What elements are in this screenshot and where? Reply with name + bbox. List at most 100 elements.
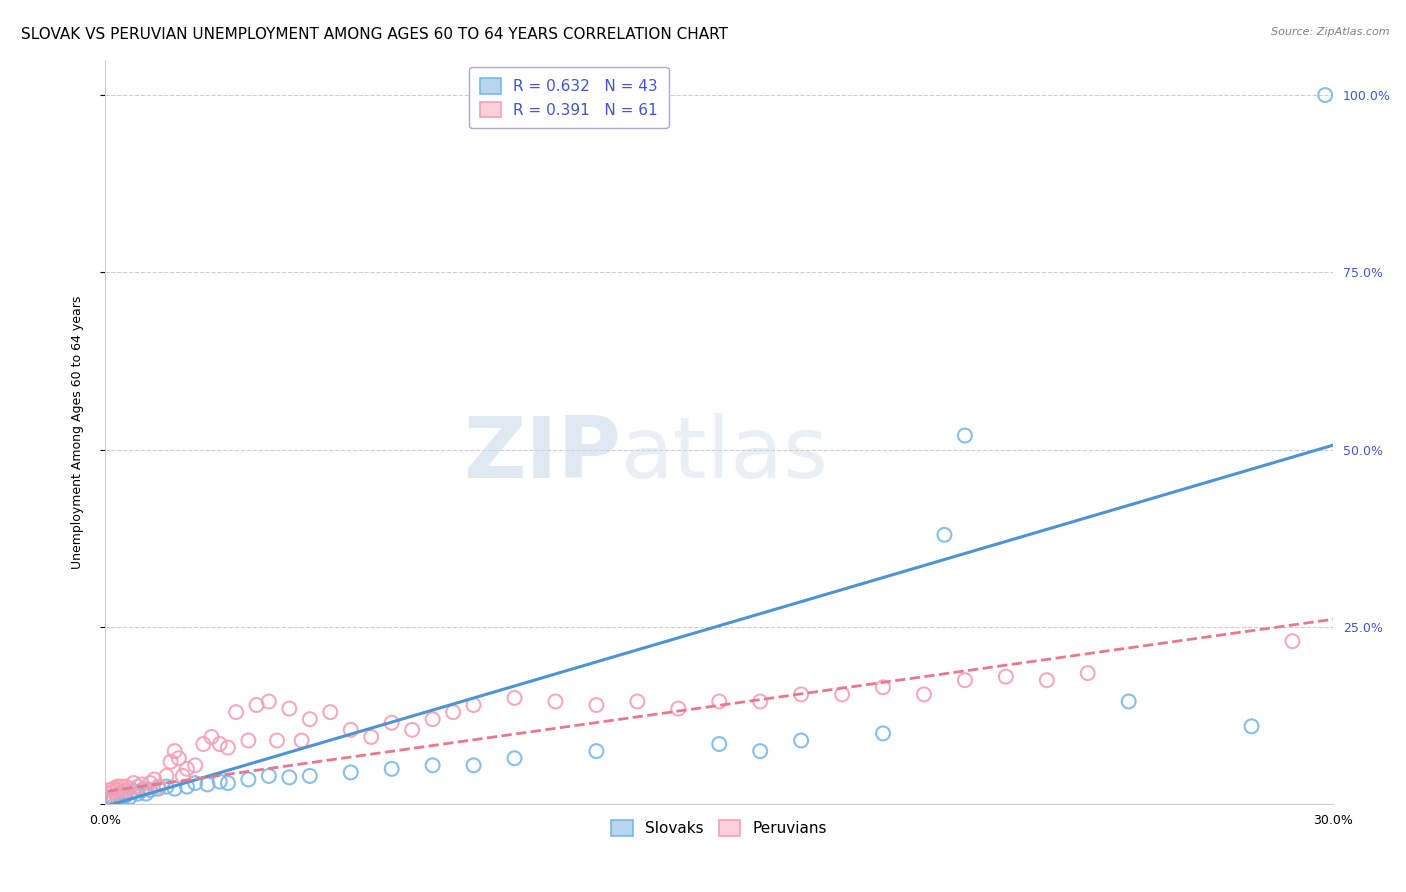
Point bbox=[98, 794, 121, 808]
Point bbox=[197, 777, 219, 791]
Point bbox=[872, 726, 894, 740]
Point bbox=[110, 787, 132, 801]
Point bbox=[503, 690, 526, 705]
Point bbox=[339, 723, 361, 737]
Point bbox=[139, 776, 162, 790]
Point bbox=[278, 770, 301, 784]
Point bbox=[118, 790, 141, 805]
Point bbox=[193, 737, 215, 751]
Point bbox=[503, 751, 526, 765]
Point bbox=[122, 776, 145, 790]
Point bbox=[110, 790, 132, 805]
Point bbox=[148, 781, 170, 796]
Point bbox=[176, 780, 198, 794]
Point bbox=[127, 780, 149, 794]
Point bbox=[298, 712, 321, 726]
Point bbox=[238, 772, 260, 787]
Point bbox=[105, 789, 128, 803]
Point bbox=[98, 791, 121, 805]
Point bbox=[872, 681, 894, 695]
Point bbox=[257, 694, 280, 708]
Point bbox=[208, 737, 231, 751]
Point bbox=[155, 769, 177, 783]
Point bbox=[266, 733, 288, 747]
Point bbox=[103, 784, 125, 798]
Point bbox=[463, 758, 485, 772]
Text: atlas: atlas bbox=[621, 413, 830, 496]
Text: ZIP: ZIP bbox=[463, 413, 621, 496]
Point bbox=[994, 670, 1017, 684]
Point bbox=[110, 780, 132, 794]
Point bbox=[441, 705, 464, 719]
Point bbox=[155, 780, 177, 794]
Point bbox=[1077, 666, 1099, 681]
Point bbox=[381, 762, 404, 776]
Point bbox=[298, 769, 321, 783]
Point bbox=[912, 687, 935, 701]
Point bbox=[217, 776, 239, 790]
Point bbox=[245, 698, 267, 712]
Point bbox=[1240, 719, 1263, 733]
Point bbox=[381, 715, 404, 730]
Point bbox=[114, 780, 136, 794]
Point bbox=[139, 783, 162, 797]
Point bbox=[176, 762, 198, 776]
Point bbox=[122, 784, 145, 798]
Point bbox=[167, 751, 190, 765]
Point bbox=[666, 701, 689, 715]
Point bbox=[544, 694, 567, 708]
Point bbox=[238, 733, 260, 747]
Point bbox=[257, 769, 280, 783]
Text: SLOVAK VS PERUVIAN UNEMPLOYMENT AMONG AGES 60 TO 64 YEARS CORRELATION CHART: SLOVAK VS PERUVIAN UNEMPLOYMENT AMONG AG… bbox=[21, 27, 728, 42]
Point bbox=[131, 783, 153, 797]
Point bbox=[143, 772, 166, 787]
Point bbox=[463, 698, 485, 712]
Point bbox=[103, 781, 125, 796]
Point bbox=[1281, 634, 1303, 648]
Point bbox=[953, 673, 976, 688]
Point bbox=[422, 712, 444, 726]
Y-axis label: Unemployment Among Ages 60 to 64 years: Unemployment Among Ages 60 to 64 years bbox=[72, 295, 84, 568]
Point bbox=[184, 758, 207, 772]
Point bbox=[148, 780, 170, 794]
Point bbox=[98, 787, 121, 801]
Point bbox=[225, 705, 247, 719]
Point bbox=[291, 733, 314, 747]
Point bbox=[422, 758, 444, 772]
Point bbox=[1315, 88, 1337, 103]
Point bbox=[953, 428, 976, 442]
Legend: Slovaks, Peruvians: Slovaks, Peruvians bbox=[602, 811, 837, 845]
Point bbox=[1036, 673, 1059, 688]
Point bbox=[114, 783, 136, 797]
Point bbox=[360, 730, 382, 744]
Point bbox=[184, 776, 207, 790]
Point bbox=[114, 789, 136, 803]
Point bbox=[127, 787, 149, 801]
Point bbox=[934, 528, 956, 542]
Point bbox=[585, 698, 607, 712]
Point bbox=[709, 694, 731, 708]
Point bbox=[135, 781, 157, 796]
Point bbox=[103, 790, 125, 805]
Point bbox=[585, 744, 607, 758]
Point bbox=[163, 744, 186, 758]
Point bbox=[790, 733, 813, 747]
Point bbox=[339, 765, 361, 780]
Point bbox=[709, 737, 731, 751]
Point bbox=[114, 787, 136, 801]
Point bbox=[626, 694, 648, 708]
Point bbox=[135, 787, 157, 801]
Point bbox=[103, 793, 125, 807]
Point bbox=[131, 777, 153, 791]
Point bbox=[401, 723, 423, 737]
Point bbox=[749, 694, 772, 708]
Point bbox=[749, 744, 772, 758]
Point bbox=[1118, 694, 1140, 708]
Point bbox=[105, 783, 128, 797]
Point bbox=[105, 791, 128, 805]
Point bbox=[208, 774, 231, 789]
Point bbox=[163, 781, 186, 796]
Point bbox=[98, 783, 121, 797]
Point bbox=[105, 780, 128, 794]
Point bbox=[200, 730, 222, 744]
